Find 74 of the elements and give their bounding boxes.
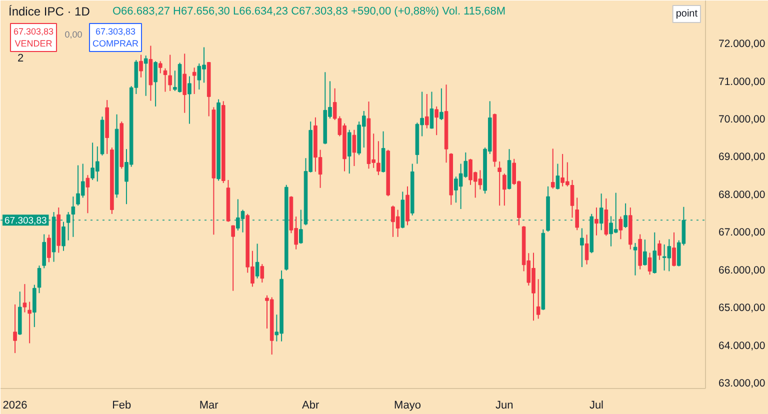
y-tick-label: 68.000,00 [718, 188, 766, 201]
ref-line-label: 67.303,83 [4, 216, 47, 227]
candlestick [575, 197, 579, 231]
x-tick-label: Jul [589, 400, 604, 412]
candlestick [570, 179, 574, 218]
y-tick-label: 65.000,00 [718, 302, 766, 314]
candlestick [672, 232, 676, 267]
y-tick-label: 67.000,00 [718, 226, 766, 239]
x-tick-label: Feb [112, 400, 132, 412]
y-tick-label: 63.000,00 [718, 377, 766, 390]
chart-subtitle: O66.683,27 H67.656,30 L66.634,23 C67.303,83 +590,00 (+0,88%) Vol. 115,68M [112, 6, 506, 18]
candlestick [62, 221, 66, 252]
y-tick-label: 64.000,00 [718, 340, 766, 352]
candlestick [536, 278, 540, 320]
candlestick [231, 224, 235, 292]
annotation: 0,00 [64, 30, 82, 40]
x-tick-label: Mar [199, 400, 219, 412]
candlestick [28, 301, 32, 344]
candlestick [66, 212, 70, 241]
x-tick-label: Mayo [394, 400, 421, 412]
candlestick [652, 232, 657, 274]
candlestick [188, 76, 192, 124]
candlestick [424, 94, 429, 129]
candlestick [168, 54, 172, 92]
candlestick [658, 240, 662, 260]
candlestick [347, 129, 352, 174]
candlestick [192, 67, 196, 95]
candlestick [144, 55, 148, 96]
chart-title: Índice IPC · 1D [8, 4, 90, 18]
candlestick [430, 91, 434, 130]
candlestick [22, 284, 27, 313]
candlestick [182, 53, 187, 114]
candlestick [139, 54, 143, 78]
candlestick [42, 234, 46, 269]
candlestick [255, 243, 260, 279]
candlestick [86, 174, 90, 214]
candlestick [633, 242, 638, 276]
y-tick-label: 69.000,00 [718, 151, 766, 164]
candlestick [556, 163, 560, 190]
candlestick [154, 60, 158, 107]
candlestick [594, 207, 598, 236]
candlestick [643, 239, 647, 266]
annotation: point [676, 8, 698, 20]
candlestick [550, 148, 555, 190]
candlestick [260, 264, 264, 284]
x-tick-label: 2026 [2, 400, 28, 412]
candlestick [502, 173, 506, 206]
annotation: 67.303,83 [13, 26, 54, 36]
candlestick [624, 202, 628, 228]
candlestick [158, 60, 162, 74]
candlestick [599, 193, 604, 231]
candlestick [163, 68, 168, 92]
candlestick [440, 88, 444, 121]
annotation: COMPRAR [92, 38, 139, 48]
candlestick [352, 129, 356, 167]
annotation: 67.303,83 [95, 26, 136, 36]
candlestick [584, 234, 589, 265]
annotation: 2 [17, 52, 24, 64]
y-tick-label: 72.000,00 [718, 38, 766, 50]
y-tick-label: 71.000,00 [718, 76, 766, 88]
candlestick [434, 106, 438, 136]
candlestick [618, 216, 623, 240]
annotation: VENDER [14, 38, 53, 48]
candlestick [381, 130, 386, 173]
x-tick-label: Jun [496, 400, 514, 412]
y-tick-label: 66.000,00 [718, 264, 766, 276]
candlestick [498, 161, 502, 206]
x-tick-label: Abr [302, 400, 320, 412]
candlestick [37, 265, 42, 294]
candlestick [580, 228, 584, 268]
candlestick [13, 304, 17, 354]
y-tick-label: 70.000,00 [718, 114, 766, 126]
candlestick [648, 252, 652, 276]
candlestick [47, 234, 51, 263]
